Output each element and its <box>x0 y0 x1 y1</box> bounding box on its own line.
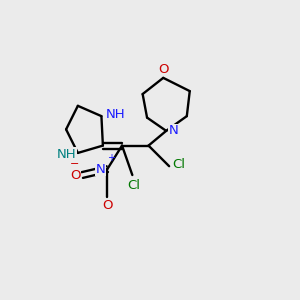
Text: N: N <box>169 124 178 137</box>
Text: O: O <box>158 62 169 76</box>
Text: O: O <box>70 169 81 182</box>
Text: N: N <box>96 163 106 176</box>
Text: O: O <box>102 200 112 212</box>
Text: +: + <box>107 153 115 163</box>
Text: NH: NH <box>106 108 125 121</box>
Text: −: − <box>70 158 80 169</box>
Text: Cl: Cl <box>127 178 140 192</box>
Text: Cl: Cl <box>172 158 185 171</box>
Text: NH: NH <box>57 148 76 161</box>
